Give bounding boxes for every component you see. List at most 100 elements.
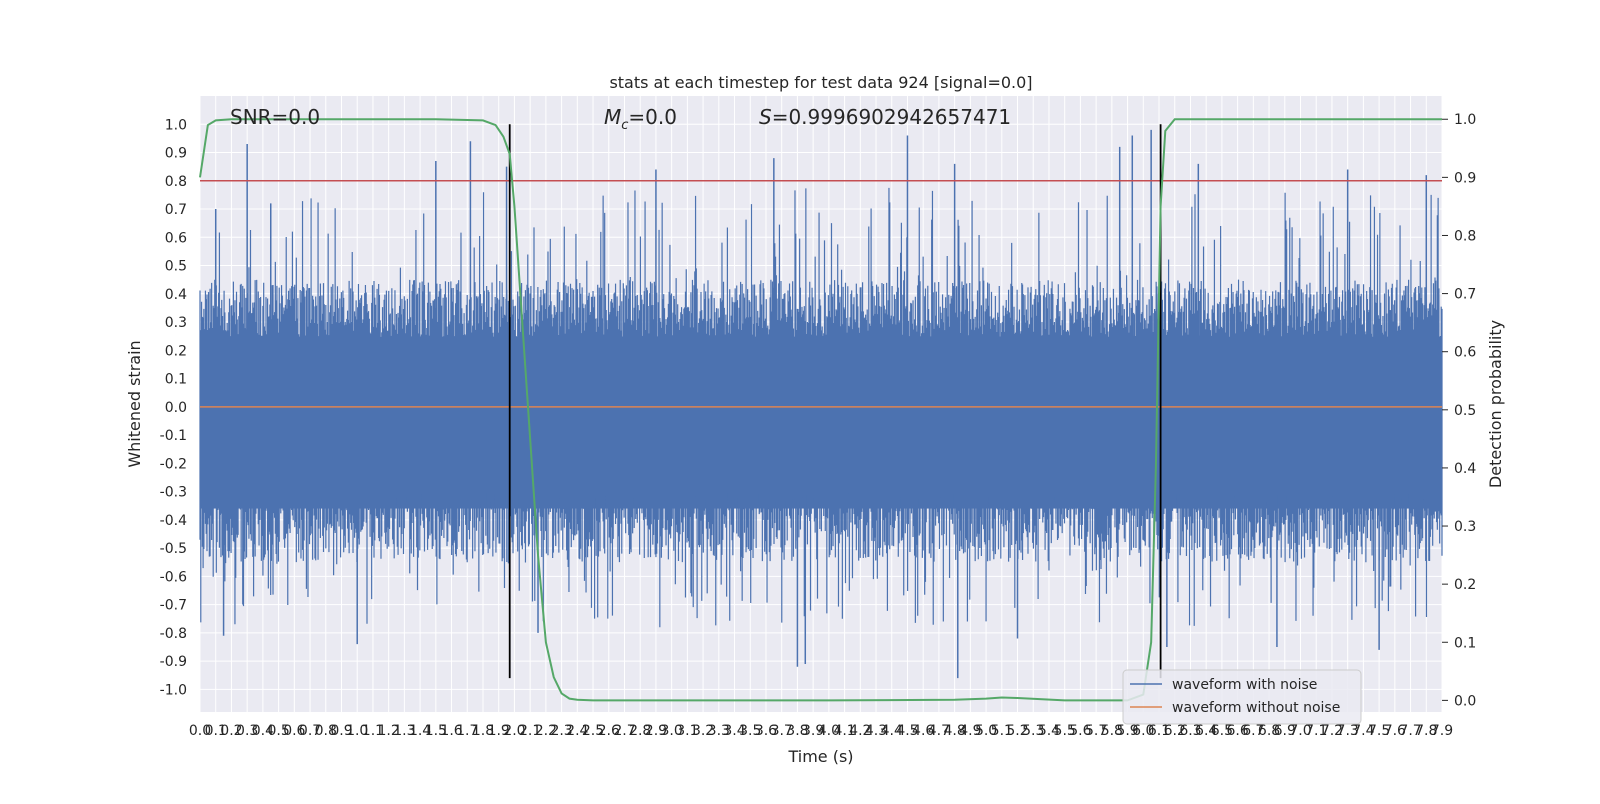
x-tick-label: 4.1 [833, 723, 855, 739]
x-tick-label: 4.5 [896, 723, 918, 739]
mc-symbol: M [604, 105, 621, 129]
x-tick-label: 4.7 [928, 723, 950, 739]
x-tick-label: 7.8 [1415, 723, 1437, 739]
x-tick-label: 3.1 [676, 723, 698, 739]
x-axis-label: Time (s) [787, 747, 853, 766]
x-tick-label: 4.9 [959, 723, 981, 739]
series-lines [199, 118, 1442, 702]
y-tick-label: -0.7 [160, 598, 187, 614]
y2-tick-label: 0.0 [1454, 693, 1476, 709]
y-tick-label: -1.0 [160, 682, 187, 698]
x-tick-label: 3.7 [771, 723, 793, 739]
y-tick-label: -0.4 [160, 513, 187, 529]
x-tick-label: 0.0 [189, 723, 211, 739]
x-tick-label: 3.5 [739, 723, 761, 739]
y-tick-label: 0.1 [165, 372, 187, 388]
y2-tick-label: 0.1 [1454, 635, 1476, 651]
x-tick-label: 2.8 [629, 723, 651, 739]
y-tick-label: 0.5 [165, 259, 187, 275]
x-tick-label: 0.6 [283, 723, 305, 739]
legend-box [1122, 669, 1362, 725]
x-tick-label: 4.3 [865, 723, 887, 739]
snr-annotation: SNR=0.0 [230, 105, 320, 129]
x-tick-label: 3.2 [692, 723, 714, 739]
y-axis-label: Whitened strain [125, 340, 144, 467]
mc-subscript: c [621, 118, 628, 133]
y-tick-label: -0.1 [160, 428, 187, 444]
s-annotation: S=0.9996902942657471 [759, 105, 1011, 129]
x-tick-label: 1.5 [425, 723, 447, 739]
x-tick-label: 0.5 [267, 723, 289, 739]
y-tick-label: 0.6 [165, 230, 187, 246]
x-tick-label: 7.4 [1352, 723, 1374, 739]
x-tick-label: 0.9 [330, 723, 352, 739]
x-tick-label: 5.2 [1006, 723, 1028, 739]
x-tick-label: 6.9 [1274, 723, 1296, 739]
y-tick-label: -0.2 [160, 456, 187, 472]
chart-title: stats at each timestep for test data 924… [609, 73, 1032, 92]
x-tick-label: 4.0 [818, 723, 840, 739]
x-tick-label: 2.9 [645, 723, 667, 739]
y2-tick-label: 0.8 [1454, 228, 1476, 244]
x-tick-label: 6.7 [1242, 723, 1264, 739]
y-tick-label: 0.4 [165, 287, 187, 303]
s-value: =0.9996902942657471 [772, 105, 1011, 129]
x-tick-label: 1.1 [362, 723, 384, 739]
x-tick-label: 7.9 [1431, 723, 1453, 739]
y-tick-label: 0.9 [165, 146, 187, 162]
x-tick-label: 6.6 [1226, 723, 1248, 739]
legend-label-waveform-with-noise: waveform with noise [1172, 677, 1317, 693]
y-tick-label: -0.3 [160, 485, 187, 501]
x-tick-label: 2.2 [535, 723, 557, 739]
x-tick-label: 2.1 [519, 723, 541, 739]
x-tick-label: 0.3 [236, 723, 258, 739]
x-tick-label: 5.5 [1054, 723, 1076, 739]
x-tick-label: 2.0 [503, 723, 525, 739]
axis-ticks: 0.00.10.20.30.40.50.60.70.80.91.01.11.21… [160, 112, 1477, 739]
x-tick-label: 1.6 [440, 723, 462, 739]
x-tick-label: 1.9 [488, 723, 510, 739]
x-tick-label: 5.6 [1069, 723, 1091, 739]
y2-tick-label: 0.5 [1454, 403, 1476, 419]
x-tick-label: 6.2 [1164, 723, 1186, 739]
x-tick-label: 0.4 [252, 723, 274, 739]
x-tick-label: 7.3 [1337, 723, 1359, 739]
x-tick-label: 1.0 [346, 723, 368, 739]
x-tick-label: 0.1 [205, 723, 227, 739]
x-tick-label: 1.4 [409, 723, 431, 739]
x-tick-label: 1.2 [378, 723, 400, 739]
y2-tick-label: 0.6 [1454, 345, 1476, 361]
y-tick-label: -0.5 [160, 541, 187, 557]
x-tick-label: 3.9 [802, 723, 824, 739]
y-tick-label: -0.9 [160, 654, 187, 670]
y2-tick-label: 0.3 [1454, 519, 1476, 535]
x-tick-label: 4.6 [912, 723, 934, 739]
x-tick-label: 2.7 [613, 723, 635, 739]
x-tick-label: 0.2 [220, 723, 242, 739]
y-tick-label: 0.3 [165, 315, 187, 331]
x-tick-label: 4.4 [881, 723, 903, 739]
y-tick-label: 0.8 [165, 174, 187, 190]
x-tick-label: 3.4 [723, 723, 745, 739]
series-waveform-with-noise [199, 129, 1443, 679]
x-tick-label: 1.3 [393, 723, 415, 739]
x-tick-label: 7.0 [1289, 723, 1311, 739]
x-tick-label: 5.8 [1101, 723, 1123, 739]
x-tick-label: 5.1 [991, 723, 1013, 739]
x-tick-label: 5.0 [975, 723, 997, 739]
x-tick-label: 2.6 [598, 723, 620, 739]
y-tick-label: -0.6 [160, 569, 187, 585]
y2-tick-label: 0.2 [1454, 577, 1476, 593]
x-tick-label: 5.4 [1038, 723, 1060, 739]
x-tick-label: 7.2 [1321, 723, 1343, 739]
y2-tick-label: 1.0 [1454, 112, 1476, 128]
x-tick-label: 1.8 [472, 723, 494, 739]
y-tick-label: -0.8 [160, 626, 187, 642]
y2-tick-label: 0.4 [1454, 461, 1476, 477]
x-tick-label: 7.5 [1368, 723, 1390, 739]
x-tick-label: 6.5 [1211, 723, 1233, 739]
x-tick-label: 7.7 [1399, 723, 1421, 739]
x-tick-label: 3.8 [786, 723, 808, 739]
x-tick-label: 6.4 [1195, 723, 1217, 739]
x-tick-label: 2.4 [566, 723, 588, 739]
